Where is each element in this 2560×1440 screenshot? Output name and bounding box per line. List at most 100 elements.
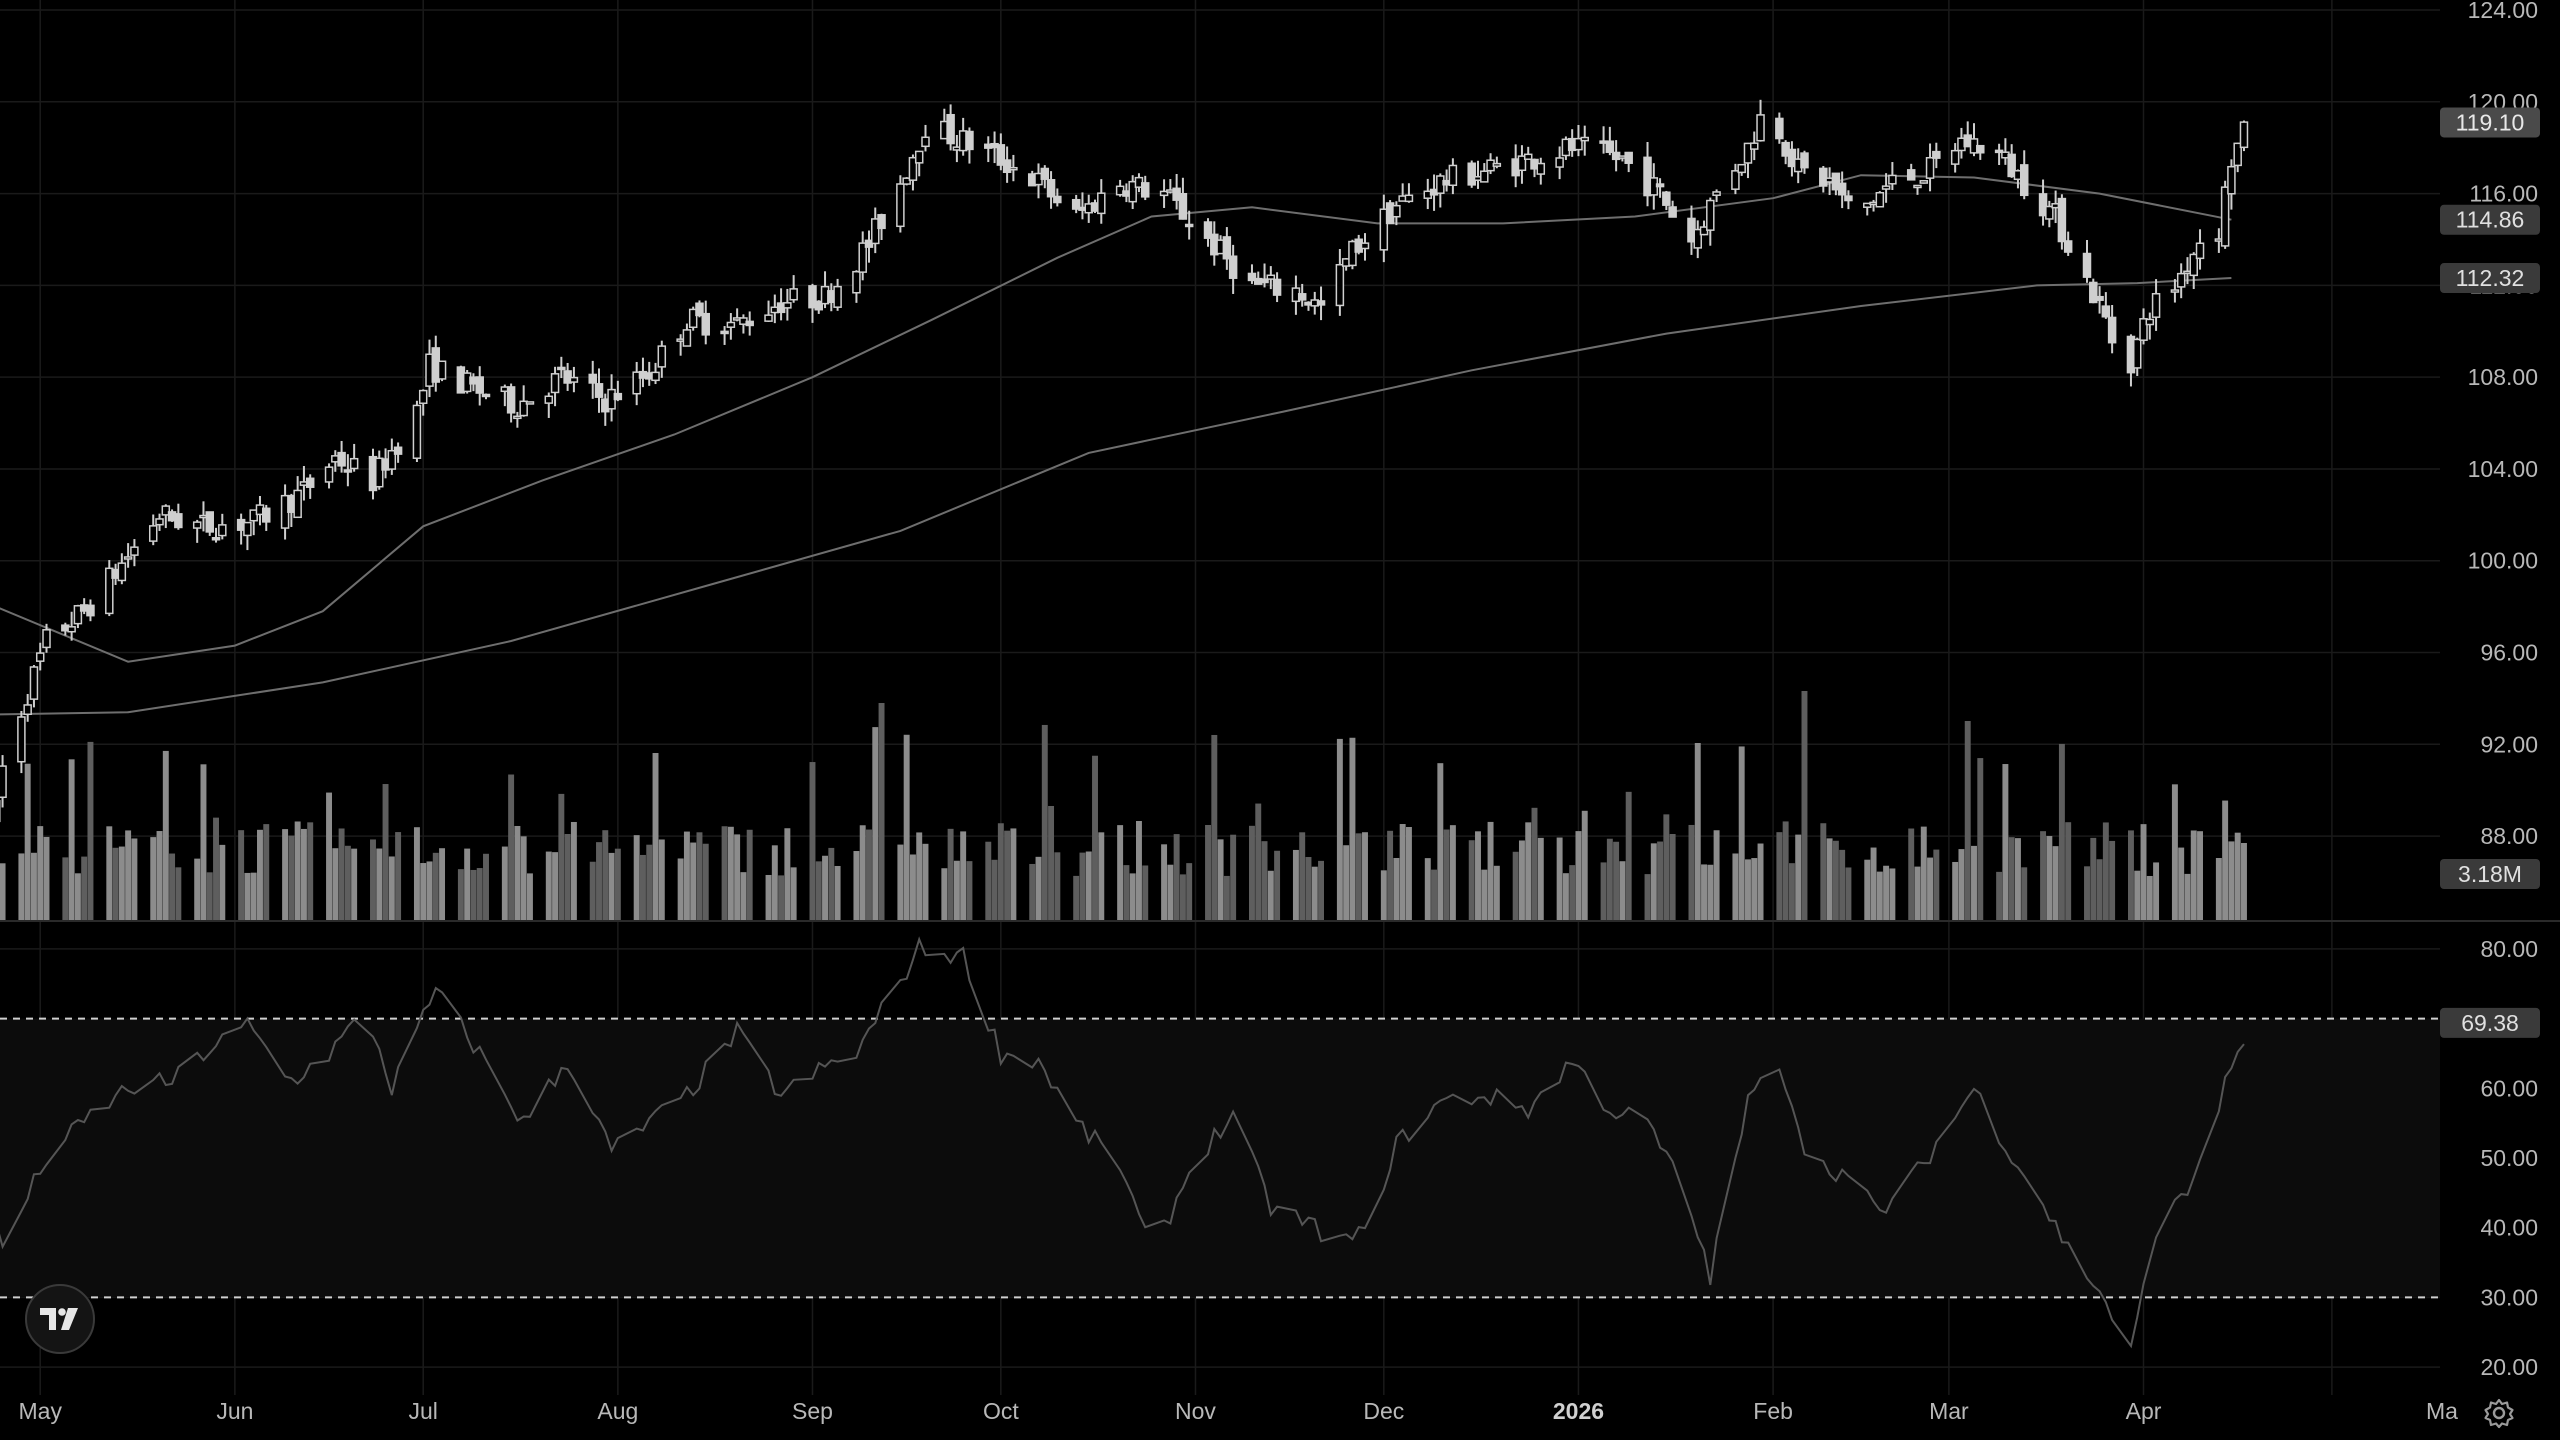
candle-body	[305, 477, 315, 488]
candle-body	[130, 546, 139, 556]
volume-bar	[1468, 840, 1475, 921]
candle-body	[29, 666, 39, 700]
volume-bar	[1600, 862, 1607, 921]
volume-bar	[520, 836, 527, 921]
volume-bar	[332, 848, 339, 921]
tradingview-logo-glyph	[40, 1308, 78, 1330]
volume-bar	[125, 830, 132, 921]
volume-bar	[646, 844, 653, 921]
volume-bar	[822, 855, 829, 921]
volume-bar	[953, 860, 960, 921]
volume-bar	[244, 872, 251, 921]
candle-body	[1159, 190, 1169, 197]
candle-body	[1523, 153, 1533, 160]
volume-bar	[1556, 837, 1563, 921]
volume-bar	[1336, 738, 1343, 921]
candle-body	[2082, 252, 2092, 278]
candle-body	[1750, 142, 1759, 150]
candle-body	[544, 395, 554, 404]
candle-body	[1655, 183, 1665, 188]
candle-body	[2220, 186, 2230, 247]
volume-bar	[2008, 837, 2015, 921]
tradingview-logo-icon[interactable]	[25, 1284, 95, 1354]
candle-body	[902, 177, 911, 185]
volume-bar	[721, 826, 728, 921]
volume-bar	[1606, 838, 1613, 921]
candle-body	[1706, 199, 1715, 231]
candle-body	[1787, 148, 1797, 168]
volume-bar	[2228, 841, 2235, 921]
volume-bar	[991, 859, 998, 921]
candle-body	[73, 605, 83, 625]
volume-bar	[690, 842, 697, 921]
candle-body	[343, 469, 353, 473]
volume-bar	[1387, 830, 1394, 921]
volume-bar	[476, 868, 483, 921]
volume-bar	[602, 830, 609, 921]
volume-bar	[388, 856, 395, 921]
price-tick-label: 104.00	[2468, 456, 2538, 482]
volume-bar	[1581, 810, 1588, 921]
volume-bar	[1952, 861, 1959, 921]
volume-bar	[1971, 845, 1977, 921]
volume-bar	[457, 869, 464, 921]
volume-bar	[702, 843, 709, 921]
volume-bar	[1355, 833, 1362, 921]
volume-bar	[2197, 831, 2203, 921]
volume-bar	[1977, 758, 1984, 921]
volume-bar	[1179, 874, 1186, 921]
candle-body	[701, 312, 710, 336]
candle-body	[1643, 156, 1652, 197]
candle-body	[1009, 166, 1018, 171]
candle-body	[35, 652, 45, 662]
volume-bar	[570, 821, 577, 921]
volume-bar	[545, 851, 552, 921]
volume-bar	[257, 829, 263, 921]
volume-bar	[1223, 875, 1230, 921]
candle-body	[1624, 151, 1633, 164]
candle-body	[688, 308, 698, 329]
volume-bar	[1085, 851, 1092, 921]
volume-bar	[250, 872, 257, 921]
volume-bar	[2134, 870, 2141, 921]
volume-bar	[206, 872, 213, 921]
volume-bar	[1035, 856, 1042, 921]
volume-bar	[1399, 824, 1406, 921]
candle-body	[2007, 153, 2016, 178]
volume-bar	[432, 852, 439, 921]
volume-bar	[131, 838, 138, 921]
volume-bar	[464, 848, 471, 921]
candle-body	[525, 401, 535, 405]
volume-bar	[552, 852, 559, 921]
volume-bar	[828, 847, 835, 921]
candle-body	[1480, 170, 1489, 183]
volume-bar	[2040, 831, 2047, 921]
candle-body	[1404, 194, 1414, 203]
volume-bar	[633, 835, 640, 921]
price-candles	[0, 99, 2249, 823]
candle-body	[1693, 228, 1702, 249]
candle-body	[205, 511, 214, 533]
volume-bar	[985, 841, 992, 921]
volume-bar	[376, 848, 383, 921]
volume-bar	[263, 824, 270, 921]
time-tick-label: Dec	[1363, 1398, 1404, 1424]
volume-bar	[1261, 841, 1268, 921]
candle-body	[613, 392, 623, 401]
candle-body	[324, 466, 334, 483]
volume-bar	[1129, 873, 1136, 921]
volume-bar	[866, 829, 872, 921]
volume-bar	[508, 774, 515, 921]
candle-body	[1775, 117, 1784, 140]
candle-body	[1517, 155, 1527, 172]
rsi-line	[0, 936, 2245, 1349]
volume-bar	[696, 832, 703, 921]
candle-body	[1756, 114, 1765, 142]
gear-icon[interactable]	[2478, 1392, 2520, 1434]
volume-bar	[1493, 865, 1500, 921]
volume-bar	[24, 763, 31, 921]
price-badge-label: 3.18M	[2458, 861, 2522, 887]
volume-bar	[2241, 843, 2247, 921]
volume-bar	[1707, 864, 1714, 921]
volume-bar	[2046, 836, 2053, 921]
